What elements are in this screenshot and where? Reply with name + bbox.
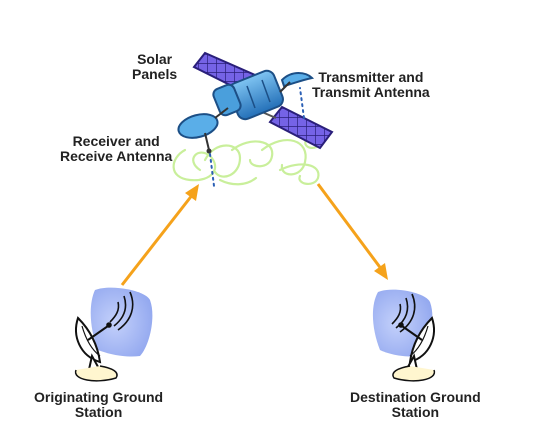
originating-station-label-line2: Station: [74, 404, 123, 420]
originating-station-label-line1: Originating Ground: [34, 389, 164, 405]
destination-station-label: Destination Ground Station: [350, 390, 481, 420]
solar-panels-label-line1: Solar: [137, 51, 173, 67]
originating-station-label: Originating Ground Station: [34, 390, 163, 420]
originating-ground-station: [75, 287, 153, 382]
transmitter-label-line1: Transmitter and: [318, 69, 424, 85]
beam-dots: [209, 87, 305, 187]
uplink-arrow: [120, 184, 199, 286]
receiver-label-line2: Receive Antenna: [60, 148, 173, 164]
receive-antenna-dish: [177, 107, 229, 154]
satellite-body: [212, 69, 284, 121]
solar-panels-label: Solar Panels: [132, 52, 177, 82]
destination-ground-station: [372, 289, 435, 382]
downlink-arrow: [316, 183, 388, 280]
transmitter-label: Transmitter and Transmit Antenna: [312, 70, 430, 100]
receiver-label-line1: Receiver and: [72, 133, 160, 149]
destination-station-label-line2: Station: [391, 404, 440, 420]
receiver-label: Receiver and Receive Antenna: [60, 134, 172, 164]
solar-panels-label-line2: Panels: [132, 66, 178, 82]
destination-station-label-line1: Destination Ground: [350, 389, 481, 405]
transmit-antenna-dish: [279, 72, 315, 93]
transmitter-label-line2: Transmit Antenna: [312, 84, 430, 100]
